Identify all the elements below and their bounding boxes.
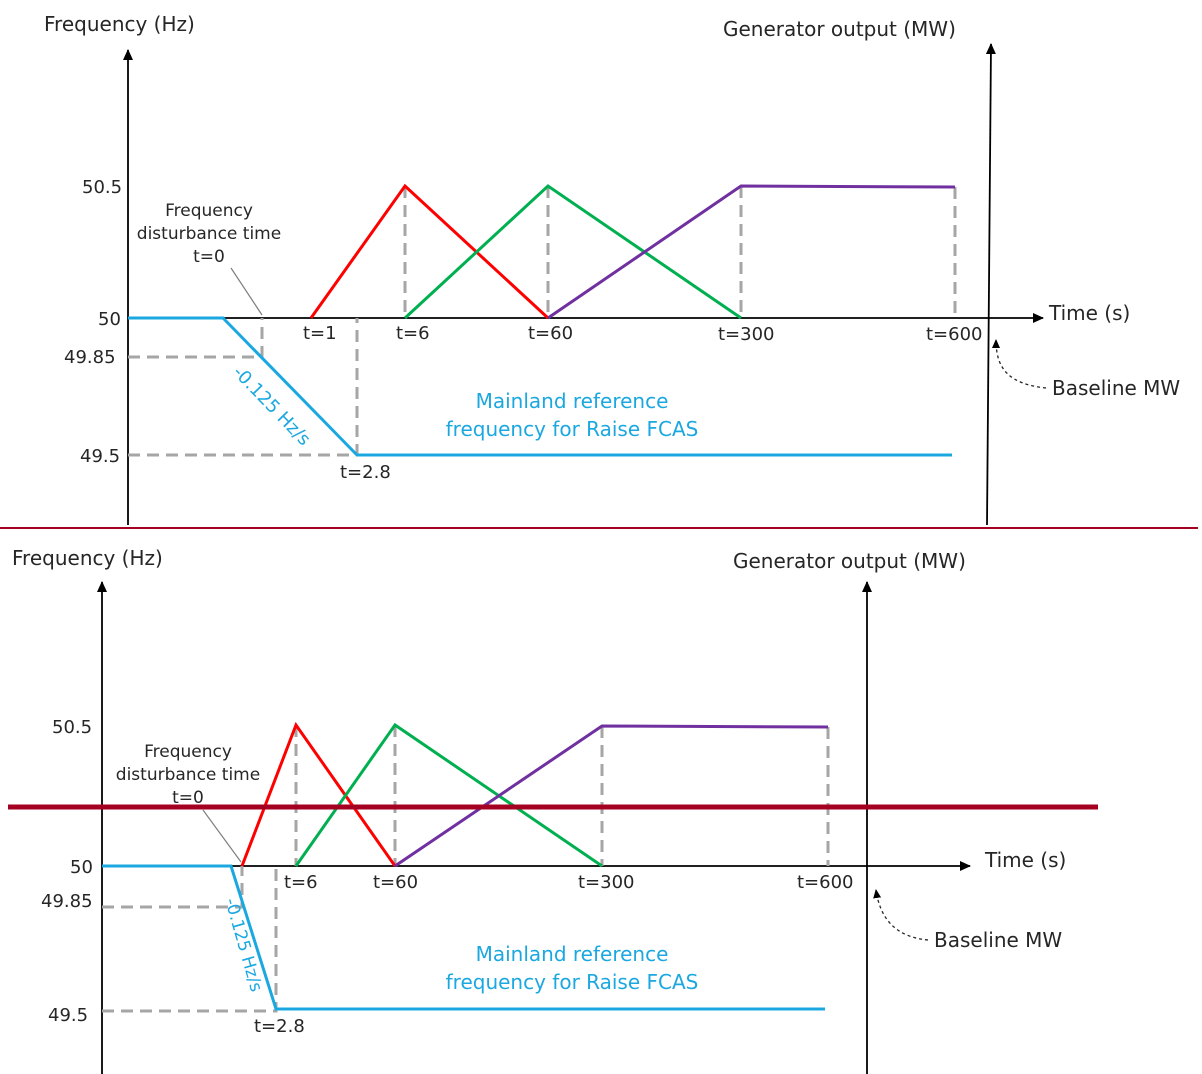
x-axis-title: Time (s)	[984, 848, 1066, 872]
reference-frequency-line	[128, 316, 952, 457]
y-tick-49-85: 49.85	[64, 347, 116, 368]
slope-label: -0.125 Hz/s	[220, 896, 266, 994]
disturbance-line-1: Frequency	[144, 742, 232, 762]
guide-49-5	[102, 866, 278, 1013]
right-axis-title: Generator output (MW)	[723, 17, 956, 41]
response-60s-line	[403, 184, 742, 320]
top-panel: Frequency (Hz) Generator output (MW) Tim…	[44, 12, 1180, 526]
t-label-300: t=300	[578, 872, 635, 893]
disturbance-leader	[230, 267, 263, 316]
baseline-label: Baseline MW	[934, 928, 1062, 952]
disturbance-line-2: disturbance time	[137, 224, 281, 244]
y-tick-49-5: 49.5	[80, 446, 120, 467]
t-label-60: t=60	[373, 872, 418, 893]
slope-label: -0.125 Hz/s	[228, 362, 314, 450]
right-axis-title: Generator output (MW)	[733, 549, 966, 573]
baseline-leader	[992, 339, 1047, 389]
y-tick-50: 50	[70, 857, 93, 878]
reference-label-line-1: Mainland reference	[476, 389, 669, 413]
disturbance-line-3: t=0	[172, 788, 204, 808]
t-label-600: t=600	[797, 872, 854, 893]
disturbance-line-3: t=0	[193, 247, 225, 267]
reference-frequency-line	[102, 864, 825, 1011]
response-5min-line	[394, 724, 829, 868]
y-tick-50: 50	[98, 309, 121, 330]
x-axis-title: Time (s)	[1048, 301, 1130, 325]
y-axis-title: Frequency (Hz)	[44, 12, 195, 36]
reference-label-line-1: Mainland reference	[476, 942, 669, 966]
baseline-leader	[873, 889, 929, 941]
guide-49-85	[102, 866, 244, 909]
y-axis-title: Frequency (Hz)	[12, 546, 163, 570]
t-label-300: t=300	[718, 324, 775, 345]
disturbance-line-2: disturbance time	[116, 765, 260, 785]
t-label-60: t=60	[528, 323, 573, 344]
t-label-6: t=6	[284, 872, 318, 893]
y-tick-49-85: 49.85	[41, 891, 93, 912]
bottom-panel: Frequency (Hz) Generator output (MW) Tim…	[12, 546, 1066, 1074]
reference-label-line-2: frequency for Raise FCAS	[446, 970, 699, 994]
disturbance-line-1: Frequency	[165, 201, 253, 221]
t-label-2-8: t=2.8	[254, 1016, 305, 1037]
response-6s-line	[240, 721, 397, 867]
reference-label-line-2: frequency for Raise FCAS	[446, 417, 699, 441]
baseline-label: Baseline MW	[1052, 376, 1180, 400]
t-label-600: t=600	[926, 324, 983, 345]
t-label-6: t=6	[396, 323, 430, 344]
response-60s-line	[294, 722, 603, 868]
response-5min-line	[547, 184, 956, 320]
disturbance-leader	[202, 809, 242, 863]
y-tick-50-5: 50.5	[52, 717, 92, 738]
y-tick-49-5: 49.5	[48, 1005, 88, 1026]
y-tick-50-5: 50.5	[82, 177, 122, 198]
t-label-1: t=1	[303, 323, 337, 344]
generator-output-axis	[985, 43, 996, 526]
response-6s-line	[309, 183, 550, 320]
t-label-2-8: t=2.8	[340, 462, 391, 483]
